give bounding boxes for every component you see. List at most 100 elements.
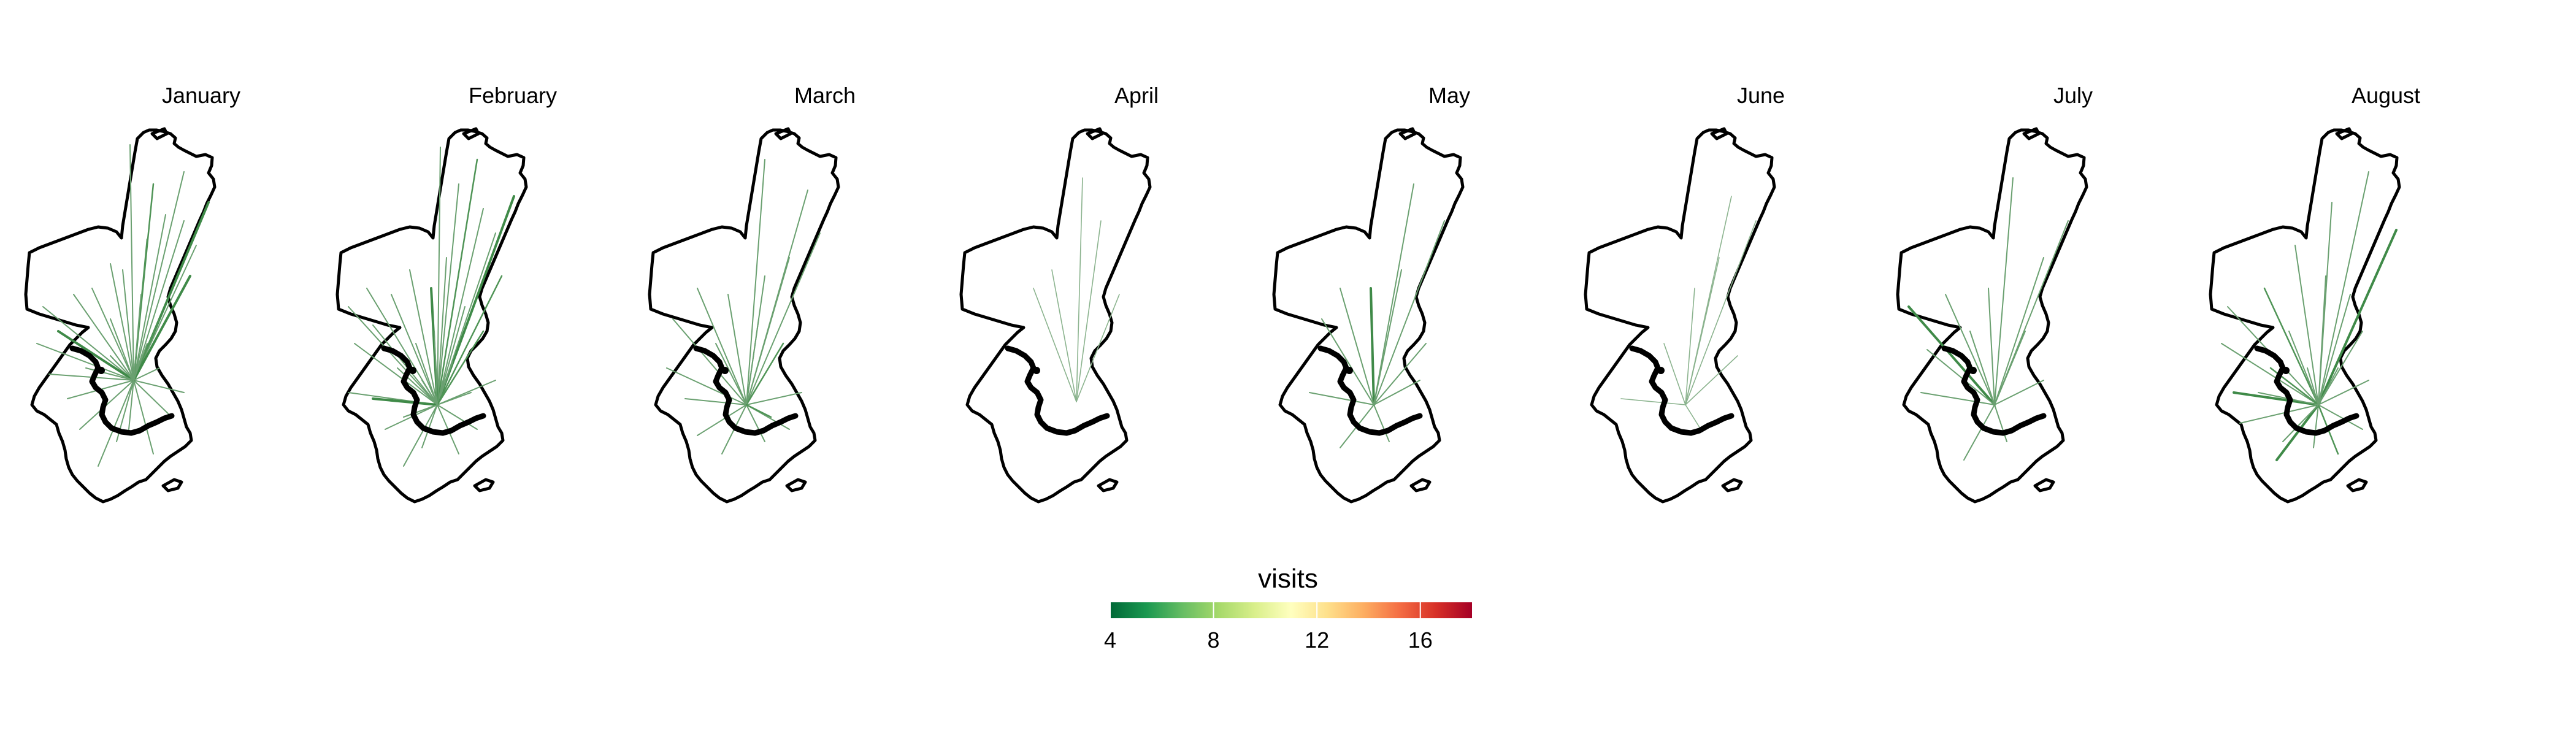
- visit-flow-line: [2282, 404, 2319, 442]
- visit-flow-line: [133, 380, 154, 454]
- visit-flow-line: [1663, 343, 1686, 405]
- landmark-point: [98, 367, 105, 374]
- visit-flow-line: [354, 343, 438, 405]
- visit-flow-line: [2318, 404, 2363, 430]
- visit-flow-line: [2317, 229, 2398, 406]
- visit-flow-line: [437, 147, 441, 405]
- city-boundary: [335, 128, 528, 504]
- visit-flow-line: [403, 404, 438, 467]
- visit-flow-line: [746, 392, 802, 405]
- visit-flow-line: [1685, 404, 1701, 430]
- visit-flow-lines: [2221, 171, 2398, 461]
- visit-flow-line: [1685, 257, 1720, 405]
- visit-flow-line: [1373, 380, 1420, 405]
- landmark-point: [1346, 367, 1353, 374]
- map-panel-july: [1896, 127, 2088, 504]
- visit-flow-line: [122, 269, 134, 381]
- visit-flow-line: [348, 306, 438, 405]
- visit-flow-line: [1620, 398, 1686, 405]
- visit-flow-line: [1685, 220, 1757, 405]
- visit-flow-line: [437, 392, 472, 405]
- visit-flow-line: [2239, 404, 2319, 424]
- island-outline: [785, 478, 807, 493]
- visit-flow-line: [2221, 343, 2319, 405]
- river: [69, 345, 175, 436]
- visit-flow-line: [2318, 331, 2363, 405]
- airport-inlet: [1710, 127, 1728, 140]
- map-panel-may: [1272, 127, 1465, 504]
- visit-flow-line: [133, 294, 142, 381]
- visit-flow-line: [2288, 331, 2319, 405]
- visit-flow-line: [85, 367, 134, 381]
- visit-flow-line: [746, 404, 765, 442]
- legend-tick-label: 12: [1305, 627, 1329, 653]
- visit-flow-line: [1309, 392, 1374, 405]
- visit-flow-line: [391, 294, 438, 405]
- island-outline: [1409, 478, 1432, 493]
- visit-flow-line: [1907, 305, 1996, 406]
- visit-flow-line: [1963, 404, 1995, 461]
- visit-flow-line: [421, 404, 438, 448]
- visit-flow-line: [434, 331, 438, 405]
- visit-flow-line: [1945, 294, 1995, 405]
- landmark-point: [409, 367, 416, 374]
- landmark-point: [1033, 367, 1040, 374]
- visit-flow-line: [372, 324, 438, 405]
- legend-tick-label: 4: [1104, 627, 1116, 653]
- landmark-point: [721, 367, 729, 374]
- visit-flow-line: [2313, 404, 2319, 448]
- visit-flow-line: [684, 398, 747, 405]
- visit-flow-lines: [1907, 177, 2069, 461]
- visit-flow-line: [1076, 294, 1120, 402]
- visit-flow-line: [2233, 391, 2320, 406]
- river: [1005, 345, 1110, 436]
- visit-flow-line: [1076, 220, 1102, 402]
- visit-flow-line: [437, 306, 466, 405]
- visit-flow-line: [2318, 275, 2326, 405]
- visit-flow-line: [57, 330, 135, 381]
- visit-flow-line: [133, 380, 185, 393]
- visit-flow-line: [1373, 404, 1390, 442]
- panel-title-june: June: [1737, 83, 1785, 108]
- island-outline: [2033, 478, 2055, 493]
- legend: visits 4 8 12 16: [1104, 564, 1472, 653]
- visit-flow-line: [727, 294, 747, 405]
- visit-flow-line: [1685, 288, 1695, 405]
- visit-flow-line: [1994, 257, 2044, 405]
- visit-flow-line: [436, 330, 485, 406]
- visit-flow-line: [1994, 331, 2026, 405]
- island-outline: [1721, 478, 1743, 493]
- visit-flow-line: [1920, 392, 1995, 405]
- visit-flow-line: [1994, 404, 2007, 442]
- panel-title-july: July: [2053, 83, 2093, 108]
- visit-flow-line: [1321, 318, 1374, 405]
- legend-ticks: 4 8 12 16: [1104, 602, 1433, 653]
- visit-flow-line: [436, 158, 478, 406]
- airport-inlet: [774, 127, 792, 140]
- island-outline: [1097, 478, 1119, 493]
- panel-title-march: March: [794, 83, 856, 108]
- river: [1941, 345, 2047, 436]
- panel-title-august: August: [2352, 83, 2420, 108]
- visit-flow-line: [409, 269, 438, 405]
- island-outline: [161, 478, 183, 493]
- visit-flow-line: [1685, 355, 1738, 405]
- visit-flow-line: [436, 275, 503, 406]
- river: [2254, 345, 2359, 436]
- visit-flow-line: [110, 355, 134, 381]
- legend-tick-label: 8: [1208, 627, 1220, 653]
- visit-flow-line: [1076, 177, 1083, 402]
- visit-flow-line: [2294, 245, 2319, 405]
- legend-tick-label: 16: [1408, 627, 1433, 653]
- landmark-point: [1657, 367, 1665, 374]
- visit-flow-line: [421, 380, 438, 405]
- visit-flow-line: [110, 318, 134, 381]
- visit-flow-line: [2318, 380, 2369, 405]
- visit-flow-line: [745, 342, 784, 406]
- visit-flow-line: [437, 404, 478, 430]
- airport-inlet: [2335, 127, 2353, 140]
- airport-inlet: [1086, 127, 1104, 140]
- visit-flow-line: [372, 397, 439, 406]
- visit-flow-line: [746, 257, 790, 405]
- visit-flow-line: [437, 257, 447, 405]
